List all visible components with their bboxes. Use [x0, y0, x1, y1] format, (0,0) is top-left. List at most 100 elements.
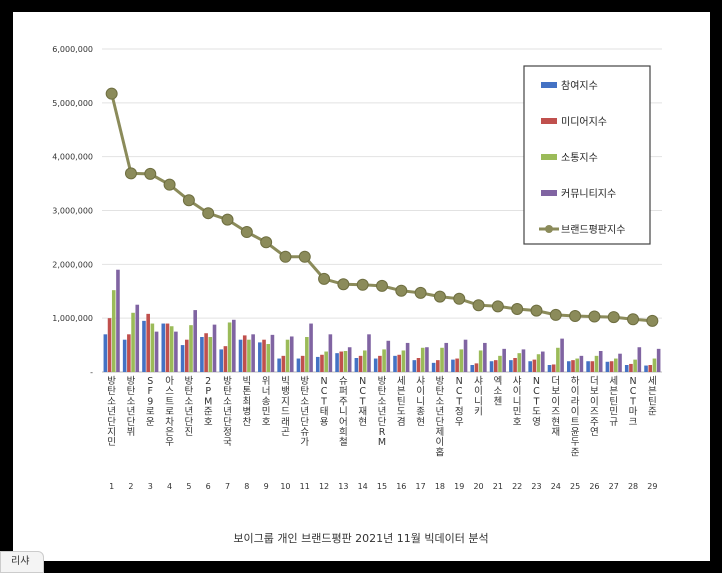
bar [358, 355, 363, 372]
rank-label: 16 [396, 482, 406, 491]
y-tick-label: 6,000,000 [52, 45, 93, 54]
bar [373, 358, 378, 372]
bar [575, 358, 580, 372]
rank-label: 15 [377, 482, 387, 491]
bar [551, 364, 556, 372]
bar [189, 325, 193, 372]
bar [354, 358, 359, 372]
bar [420, 347, 425, 372]
bar [393, 355, 397, 372]
bar [135, 304, 140, 372]
y-tick-label: 5,000,000 [52, 99, 93, 108]
rank-label: 25 [570, 482, 580, 491]
y-tick-label: 3,000,000 [52, 207, 93, 216]
bar [382, 349, 386, 372]
line-point [414, 286, 427, 299]
bar [590, 361, 595, 372]
bar [305, 337, 309, 372]
bar [200, 337, 204, 372]
bar [463, 339, 468, 372]
bar [609, 361, 614, 372]
rank-label: 21 [493, 482, 503, 491]
rank-label: 11 [300, 482, 310, 491]
rank-label: 13 [338, 482, 348, 491]
rank-label: 8 [244, 482, 249, 491]
bar [412, 360, 417, 372]
bar [296, 358, 301, 372]
rank-label: 22 [512, 482, 522, 491]
line-point [588, 310, 601, 323]
line-point [240, 226, 253, 239]
bar [405, 342, 410, 372]
bar [122, 339, 127, 372]
bar [474, 363, 479, 372]
rank-label: 23 [531, 482, 541, 491]
bar [258, 342, 262, 372]
bar [652, 358, 657, 372]
line-point [105, 87, 118, 100]
line-point [433, 290, 446, 303]
bar [184, 339, 189, 372]
bar [174, 331, 178, 372]
rank-label: 7 [225, 482, 230, 491]
line-point [163, 178, 176, 191]
line-point [395, 284, 408, 297]
bar [489, 361, 494, 372]
line-point [124, 167, 137, 180]
bar [238, 339, 243, 372]
rank-label: 5 [186, 482, 191, 491]
line-point [646, 314, 659, 327]
line-point [144, 167, 157, 180]
rank-label: 14 [358, 482, 368, 491]
bar [300, 355, 305, 372]
bar [629, 363, 633, 372]
bar [459, 349, 464, 372]
rank-label: 24 [551, 482, 561, 491]
bar [232, 319, 236, 372]
line-point [182, 194, 195, 207]
legend-swatch [545, 225, 553, 233]
bar [362, 350, 367, 372]
bar [624, 365, 629, 372]
bar [219, 349, 224, 372]
bar [169, 326, 174, 372]
legend-label: 브랜드평판지수 [561, 224, 625, 236]
legend-label: 미디어지수 [561, 116, 607, 128]
bar [540, 351, 545, 372]
bar [150, 323, 155, 372]
legend-swatch [541, 82, 557, 88]
bar [502, 348, 506, 372]
bar [212, 324, 217, 372]
bar [378, 355, 382, 372]
bar [127, 334, 131, 372]
bar [251, 334, 255, 372]
bar [270, 334, 275, 372]
y-tick-label: 2,000,000 [52, 260, 93, 269]
bar [633, 359, 637, 372]
bar [247, 339, 251, 372]
bar [242, 335, 247, 372]
bar [644, 365, 648, 372]
rank-label: 9 [264, 482, 269, 491]
rank-label: 27 [609, 482, 619, 491]
bar [605, 361, 610, 372]
bar [103, 334, 108, 372]
bar [397, 354, 402, 372]
corner-tab[interactable]: 리샤 [0, 551, 44, 573]
line-point [221, 213, 234, 226]
